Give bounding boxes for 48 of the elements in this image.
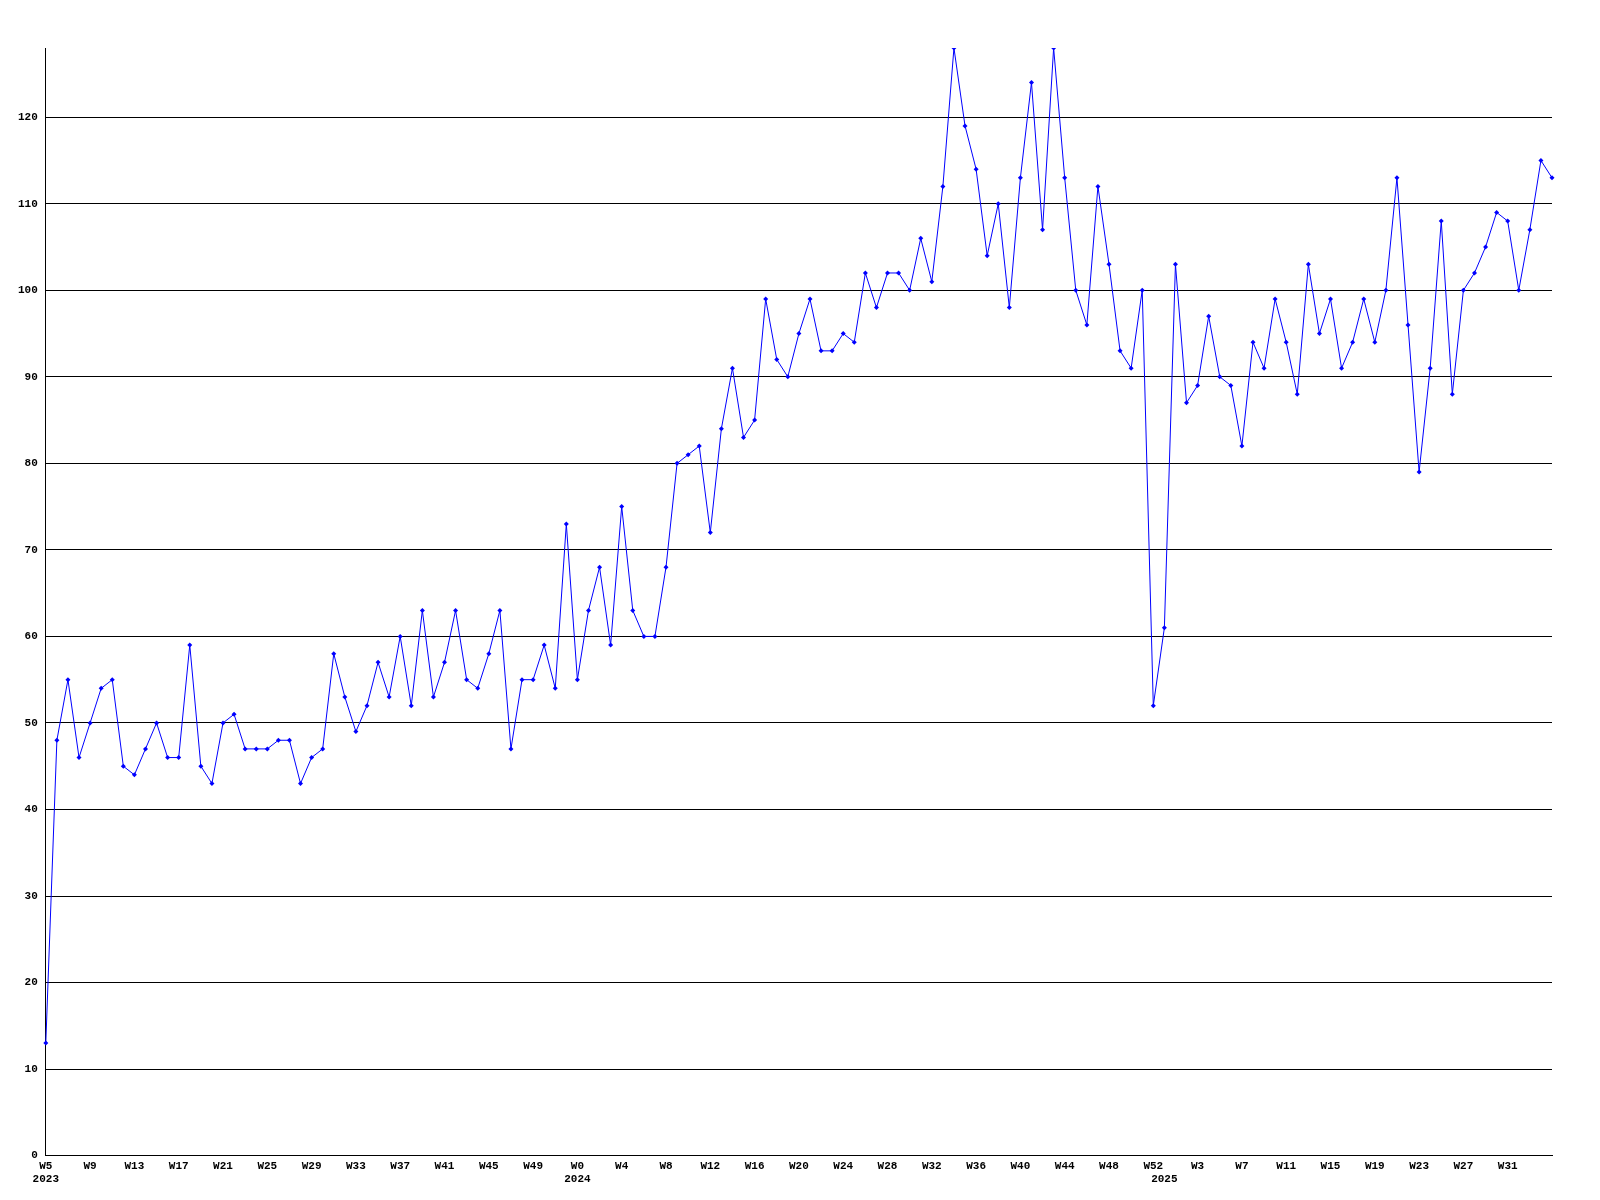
- y-tick-label: 20: [24, 976, 38, 989]
- x-tick-label: 2025: [1151, 1173, 1178, 1186]
- x-tick-label: W0 2024: [564, 1159, 591, 1186]
- x-tick-label: W17: [168, 1159, 189, 1172]
- y-tick-label: 10: [24, 1062, 38, 1075]
- x-tick-label: W27: [1453, 1159, 1474, 1172]
- x-tick-label: W8: [659, 1159, 673, 1172]
- x-tick-label: W15: [1320, 1159, 1341, 1172]
- x-tick-label: W11: [1276, 1159, 1297, 1172]
- y-tick-label: 80: [24, 457, 38, 470]
- y-tick-label: 30: [24, 889, 38, 902]
- y-tick-label: 90: [24, 370, 38, 383]
- x-tick-label: W41: [434, 1159, 455, 1172]
- x-tick-label: W25: [257, 1159, 278, 1172]
- x-tick-label: W7: [1235, 1159, 1249, 1172]
- y-tick-label: 100: [17, 284, 38, 297]
- x-tick-label: W12: [700, 1159, 721, 1172]
- x-tick-label: W9: [83, 1159, 97, 1172]
- x-tick-label: W33: [346, 1159, 367, 1172]
- x-tick-label: W21: [213, 1159, 234, 1172]
- x-tick-label: W23: [1409, 1159, 1430, 1172]
- x-tick-label: W32: [921, 1159, 942, 1172]
- y-tick-label: 50: [24, 716, 38, 729]
- x-tick-label: W52: [1143, 1159, 1164, 1172]
- x-tick-label: W31: [1497, 1159, 1518, 1172]
- x-tick-label: W24: [833, 1159, 854, 1172]
- x-tick-label: W13: [124, 1159, 145, 1172]
- x-tick-label: W19: [1364, 1159, 1385, 1172]
- y-tick-label: 60: [24, 630, 38, 643]
- x-tick-label: W40: [1010, 1159, 1031, 1172]
- y-tick-label: 120: [17, 110, 38, 123]
- x-tick-label: W45: [478, 1159, 500, 1172]
- x-tick-label: W16: [744, 1159, 765, 1172]
- x-tick-label: W5 2023: [32, 1159, 60, 1186]
- x-tick-label: W20: [789, 1159, 809, 1172]
- y-tick-label: 40: [24, 803, 38, 816]
- x-tick-label: W3: [1191, 1159, 1205, 1172]
- x-tick-label: W29: [301, 1159, 322, 1172]
- x-tick-label: W4: [615, 1159, 629, 1172]
- x-tick-label: W44: [1054, 1159, 1075, 1172]
- y-tick-label: 70: [24, 543, 38, 556]
- y-tick-label: 110: [17, 197, 38, 210]
- x-tick-label: W49: [523, 1159, 544, 1172]
- x-tick-label: W36: [966, 1159, 987, 1172]
- y-tick-label: 0: [31, 1149, 38, 1162]
- x-tick-label: W28: [877, 1159, 898, 1172]
- x-tick-label: W37: [390, 1159, 411, 1172]
- x-tick-label: W48: [1099, 1159, 1120, 1172]
